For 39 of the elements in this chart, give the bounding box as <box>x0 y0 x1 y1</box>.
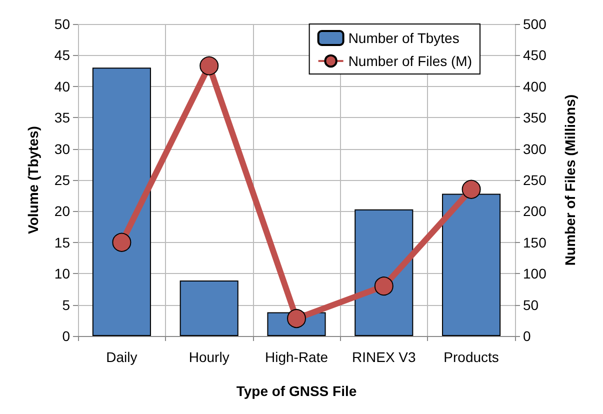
y-tick-label: 15 <box>54 234 70 250</box>
y-tick-label: 50 <box>54 16 70 32</box>
y2-tick-label: 500 <box>523 16 547 32</box>
x-tick-label: High-Rate <box>264 349 328 365</box>
y2-tick-label: 300 <box>523 140 547 157</box>
legend-label: Number of Tbytes <box>348 30 460 46</box>
y-tick-label: 45 <box>54 47 70 64</box>
y2-tick-label: 100 <box>523 266 547 282</box>
y2-tick-label: 400 <box>523 78 547 94</box>
x-tick-label: Products <box>444 349 499 365</box>
y2-tick-label: 200 <box>523 203 547 220</box>
point <box>112 232 132 252</box>
y-tick-label: 10 <box>54 266 70 282</box>
x-tick-label: Daily <box>106 349 138 365</box>
x-tick-label: Hourly <box>188 349 230 365</box>
y2-tick-label: 450 <box>523 47 547 64</box>
y2-tick-label: 350 <box>523 110 547 126</box>
y-tick-label: 0 <box>62 328 70 344</box>
y2-tick-label: 50 <box>523 296 539 313</box>
point <box>462 180 481 199</box>
x-axis-title: Type of GNSS File <box>236 383 357 399</box>
bar <box>180 280 238 336</box>
legend-label: Number of Files (M) <box>348 53 472 69</box>
y-tick-label: 40 <box>54 78 70 94</box>
y-tick-label: 20 <box>54 203 70 220</box>
bar <box>354 209 414 336</box>
y2-tick-label: 250 <box>523 172 547 188</box>
y2-axis-title: Number of Files (Millions) <box>562 94 578 266</box>
y-tick-label: 35 <box>54 110 70 126</box>
y-tick-label: 5 <box>62 296 70 313</box>
y-tick-label: 25 <box>54 172 70 188</box>
y-tick-label: 30 <box>54 140 70 157</box>
bar <box>92 68 151 336</box>
y-axis-title: Volume (Tbytes) <box>25 126 41 234</box>
point <box>374 276 394 296</box>
y2-tick-label: 150 <box>523 234 547 250</box>
x-tick-label: RINEX V3 <box>352 349 416 365</box>
point <box>200 56 219 76</box>
y2-tick-label: 0 <box>523 328 531 344</box>
